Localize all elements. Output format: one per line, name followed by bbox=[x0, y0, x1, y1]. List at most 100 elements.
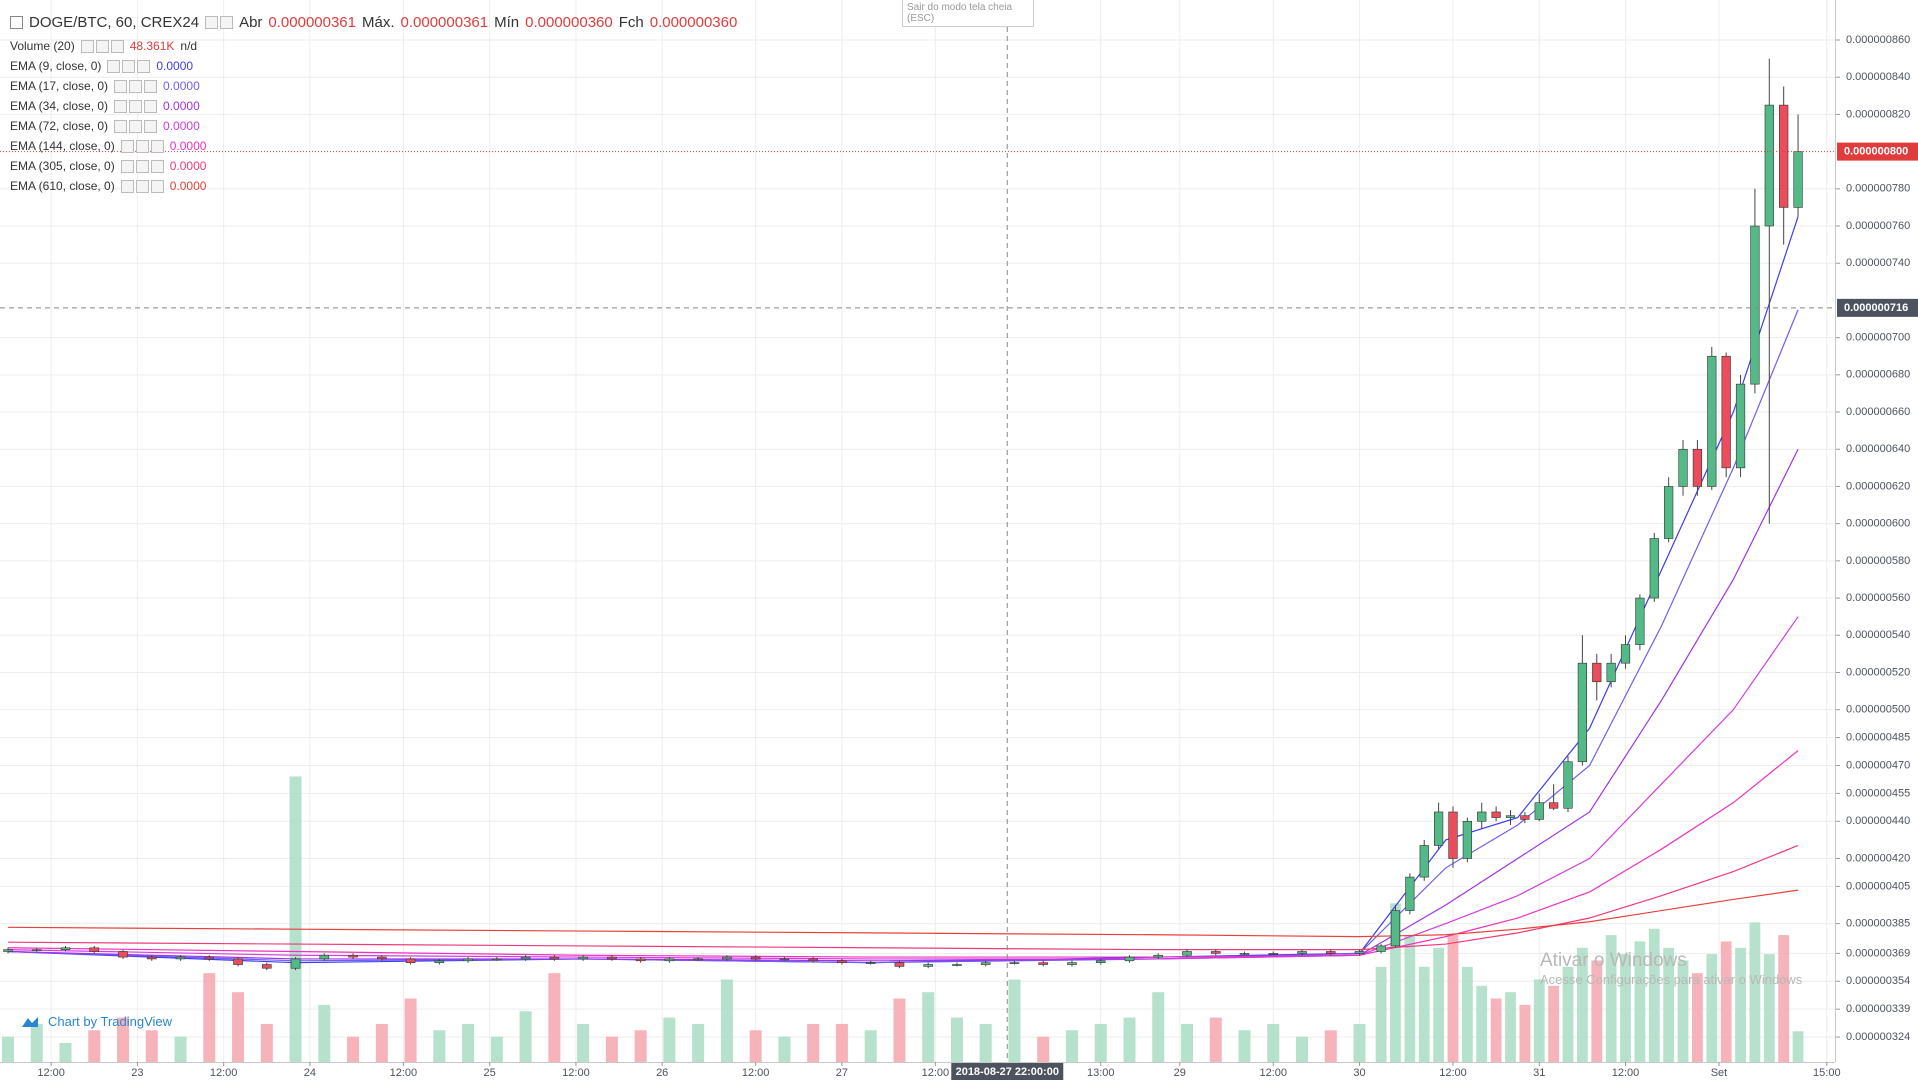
x-tick-label: 12:00 bbox=[390, 1067, 418, 1079]
candle-body bbox=[894, 962, 905, 967]
fullscreen-hint[interactable]: Sair do modo tela cheia (ESC) bbox=[902, 0, 1034, 27]
y-tick-label: 0.000000640 bbox=[1846, 443, 1910, 455]
candle-body bbox=[578, 956, 588, 960]
volume-bar bbox=[1605, 935, 1617, 1062]
symbol-buttons[interactable] bbox=[205, 16, 234, 29]
candle-body bbox=[1210, 951, 1221, 954]
x-tick-label: 12:00 bbox=[1259, 1067, 1287, 1079]
candle-body bbox=[262, 964, 272, 969]
candle-body bbox=[1354, 951, 1365, 954]
x-tick-label: 15:00 bbox=[1813, 1067, 1841, 1079]
volume-bar bbox=[1749, 922, 1761, 1062]
study-value: 0.0000 bbox=[163, 119, 200, 133]
axes: 0.0000003240.0000003390.0000003540.00000… bbox=[37, 34, 1918, 1080]
candle-body bbox=[1721, 355, 1731, 469]
candle-body bbox=[1297, 951, 1307, 954]
crosshair-time-label: 2018-08-27 22:00:00 bbox=[956, 1066, 1059, 1078]
y-tick-label: 0.000000600 bbox=[1846, 518, 1910, 530]
study-name: EMA (144, close, 0) bbox=[10, 139, 115, 153]
candle-body bbox=[750, 956, 761, 960]
candle-body bbox=[1563, 761, 1573, 809]
x-tick-label: 30 bbox=[1353, 1067, 1365, 1079]
candle-body bbox=[1153, 954, 1164, 958]
candle-body bbox=[348, 954, 358, 958]
ema-line bbox=[7, 448, 1799, 962]
volume-bar bbox=[922, 992, 935, 1062]
candle-body bbox=[1549, 802, 1559, 809]
volume-bar bbox=[807, 1023, 820, 1062]
collapse-button[interactable] bbox=[10, 16, 23, 29]
study-value: 0.0000 bbox=[163, 79, 200, 93]
candle-body bbox=[1038, 962, 1049, 965]
study-buttons[interactable] bbox=[114, 119, 158, 133]
last-price-box bbox=[1837, 142, 1918, 161]
candle-body bbox=[290, 958, 301, 969]
x-tick-label: 26 bbox=[656, 1067, 668, 1079]
y-tick-label: 0.000000420 bbox=[1846, 852, 1910, 864]
y-tick-label: 0.000000740 bbox=[1846, 257, 1910, 269]
study-name: EMA (17, close, 0) bbox=[10, 79, 109, 93]
candle-body bbox=[1376, 945, 1386, 952]
candle-body bbox=[1182, 951, 1192, 956]
y-tick-label: 0.000000820 bbox=[1846, 108, 1910, 120]
y-tick-label: 0.000000485 bbox=[1846, 731, 1910, 743]
study-legend-row: EMA (34, close, 0) 0.0000 bbox=[10, 99, 200, 113]
candle-body bbox=[664, 958, 675, 962]
study-buttons[interactable] bbox=[107, 59, 151, 73]
volume-bar bbox=[1763, 954, 1775, 1062]
volume-bar bbox=[318, 1004, 331, 1062]
candle-body bbox=[1649, 538, 1659, 599]
x-tick-label: 12:00 bbox=[922, 1067, 950, 1079]
candle-body bbox=[1692, 448, 1703, 487]
watermark-title: Ativar o Windows bbox=[1540, 950, 1687, 971]
volume-bar bbox=[347, 1036, 360, 1062]
candle-body bbox=[1009, 962, 1020, 964]
volume-bar bbox=[1548, 985, 1560, 1062]
brand-logo bbox=[22, 1016, 38, 1027]
volume-bar bbox=[1238, 1030, 1251, 1062]
volume-bar bbox=[1353, 1023, 1366, 1062]
candle-body bbox=[1325, 951, 1336, 954]
study-buttons[interactable] bbox=[80, 39, 124, 53]
candle-body bbox=[319, 954, 330, 960]
x-tick-label: 23 bbox=[131, 1067, 143, 1079]
volume-bar bbox=[1706, 954, 1718, 1062]
volume-bar bbox=[1692, 973, 1703, 1062]
study-buttons[interactable] bbox=[120, 139, 164, 153]
candle-body bbox=[1239, 953, 1250, 955]
candle-body bbox=[1124, 956, 1135, 962]
y-tick-label: 0.000000760 bbox=[1846, 220, 1910, 232]
candle-body bbox=[1534, 802, 1544, 820]
study-value: 0.0000 bbox=[169, 159, 207, 173]
candle-body bbox=[405, 958, 416, 963]
candle-body bbox=[1505, 815, 1516, 818]
volume-bar bbox=[1490, 998, 1502, 1062]
study-name: EMA (9, close, 0) bbox=[10, 59, 102, 73]
volume-bar bbox=[88, 1030, 101, 1062]
study-value: 0.0000 bbox=[163, 99, 200, 113]
volume-bar bbox=[1778, 935, 1790, 1062]
volume-bar bbox=[605, 1036, 618, 1062]
branding[interactable]: Chart by TradingView bbox=[20, 1014, 172, 1029]
volume-bar bbox=[1390, 903, 1401, 1062]
volume-bar bbox=[1418, 966, 1430, 1062]
x-tick-label: 12:00 bbox=[562, 1067, 590, 1079]
volume-bar bbox=[1324, 1030, 1337, 1062]
study-legend-row: EMA (17, close, 0) 0.0000 bbox=[10, 79, 200, 93]
study-buttons[interactable] bbox=[120, 179, 164, 193]
study-buttons[interactable] bbox=[114, 99, 158, 113]
study-buttons[interactable] bbox=[114, 79, 158, 93]
candle-body bbox=[1664, 486, 1674, 539]
candle-body bbox=[204, 956, 215, 960]
volume-bar bbox=[950, 1017, 963, 1062]
candle-body bbox=[31, 949, 42, 951]
volume-bar bbox=[1505, 992, 1516, 1062]
candle-body bbox=[1577, 662, 1587, 763]
study-name: EMA (610, close, 0) bbox=[10, 179, 115, 193]
study-buttons[interactable] bbox=[120, 159, 164, 173]
ohlc-label: Abr bbox=[239, 14, 263, 31]
y-tick-label: 0.000000660 bbox=[1846, 406, 1910, 418]
candle-body bbox=[89, 947, 100, 952]
y-tick-label: 0.000000840 bbox=[1846, 71, 1910, 83]
candle-body bbox=[635, 958, 646, 962]
